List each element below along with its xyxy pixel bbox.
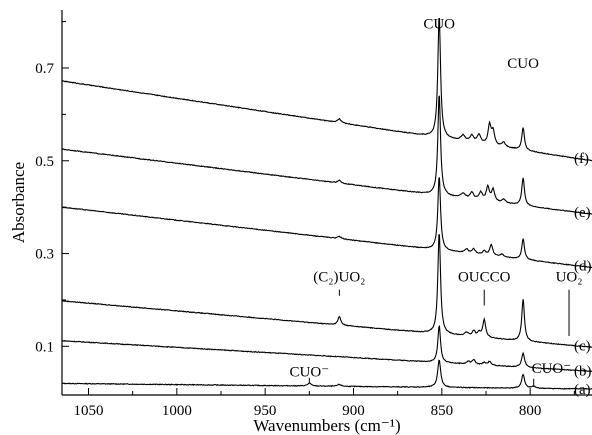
spectrum-line-a [61, 359, 592, 390]
x-tick-label: 950 [254, 403, 277, 419]
axes-group: 1050 1000 950 900 850 800 0.1 0.3 0.5 0.7 [35, 10, 592, 419]
peak-annotation: OUCCO [458, 269, 511, 285]
peak-annotation: CUO [507, 56, 539, 72]
y-tick-label: 0.3 [35, 247, 54, 263]
y-tick-label: 0.7 [35, 61, 54, 77]
peak-annotation: CUO [423, 17, 455, 33]
y-tick-label: 0.1 [35, 339, 54, 355]
x-tick-label: 800 [519, 403, 542, 419]
y-tick-label: 0.5 [35, 154, 54, 170]
spectrum-line-b [61, 324, 592, 373]
annotation-group: CUO CUO (C₂)UO₂ OUCCO UO₂ CUO⁻ CUO⁻ [290, 17, 583, 387]
series-label: (a) [574, 382, 591, 398]
x-tick-label: 850 [431, 403, 454, 419]
spectrum-line-e [61, 95, 592, 215]
series-label: (e) [574, 205, 591, 221]
spectrum-line-f [61, 17, 592, 162]
y-axis-title: Absorbance [9, 162, 28, 243]
peak-annotation: UO₂ [556, 269, 583, 285]
x-tick-label: 1050 [74, 403, 104, 419]
series-label: (c) [574, 339, 591, 355]
series-label: (f) [574, 151, 589, 167]
series-label: (b) [574, 363, 592, 379]
x-tick-label: 1000 [162, 403, 192, 419]
peak-annotation: CUO⁻ [290, 364, 330, 380]
spectrum-line-d [61, 177, 592, 269]
spectra-group: (a) (b) (c) (d) (e) (f) [61, 17, 592, 398]
x-axis-title: Wavenumbers (cm⁻¹) [253, 416, 400, 435]
peak-annotation: CUO⁻ [532, 361, 572, 377]
peak-annotation: (C₂)UO₂ [313, 269, 365, 285]
series-label: (d) [574, 258, 592, 274]
spectrum-line-c [61, 234, 592, 348]
x-tick-label: 900 [342, 403, 365, 419]
